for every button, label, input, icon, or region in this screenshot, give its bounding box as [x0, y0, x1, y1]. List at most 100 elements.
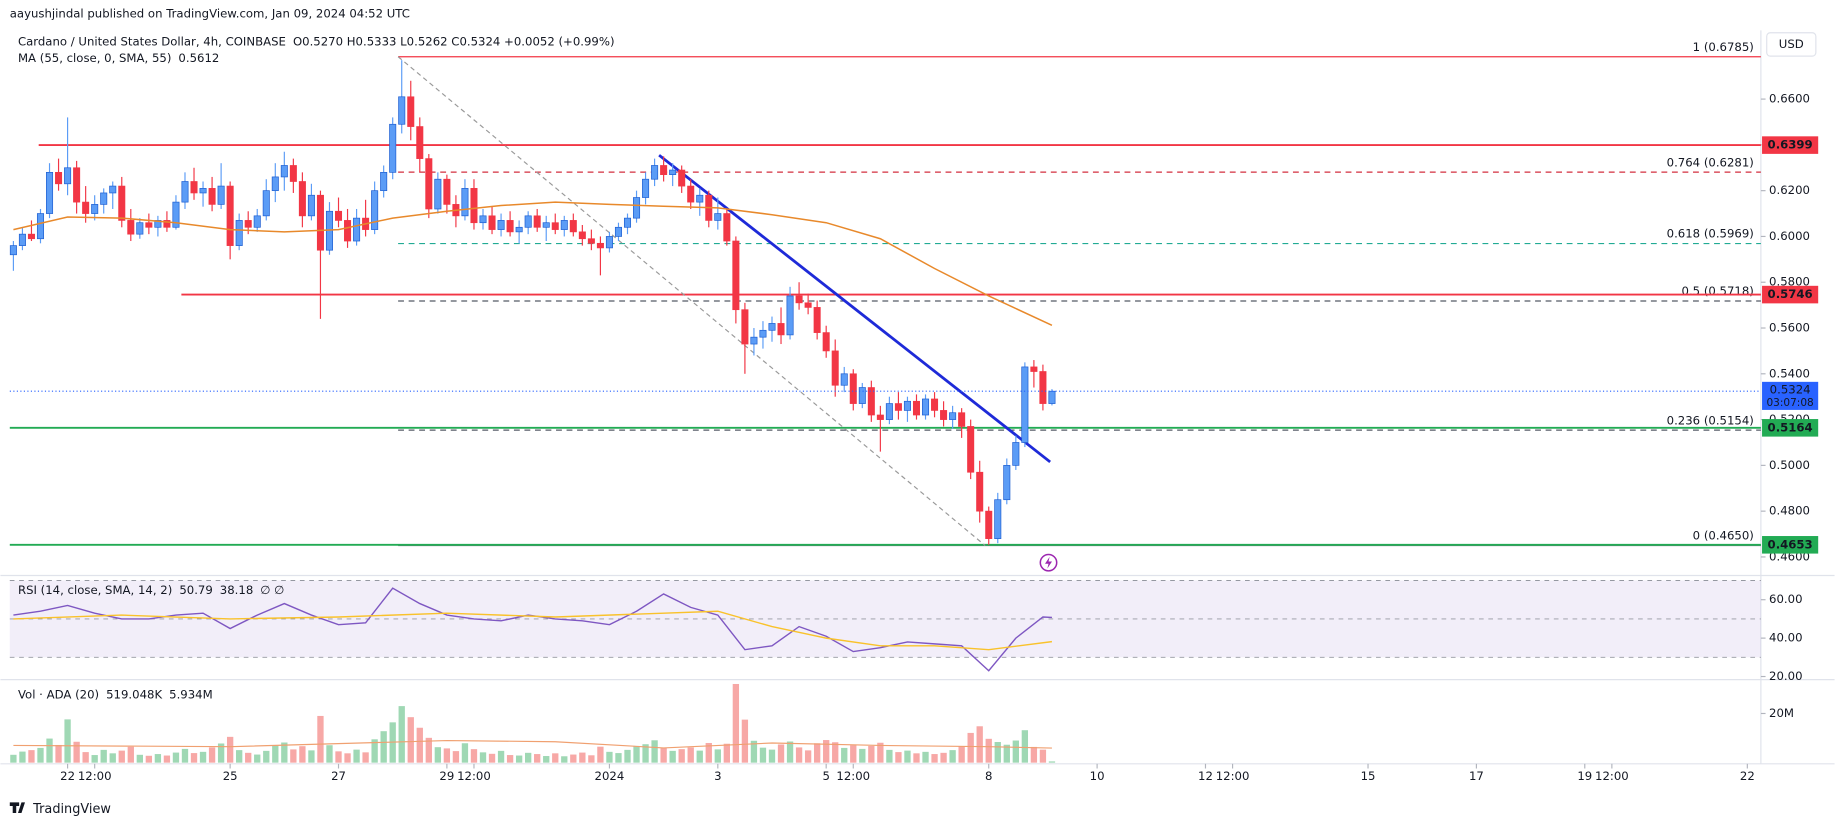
level-label-box — [1762, 136, 1819, 154]
volume-bar — [452, 751, 460, 763]
volume-bar — [886, 749, 893, 763]
candle-body — [633, 197, 641, 219]
volume-bar — [922, 751, 929, 763]
volume-bar — [145, 755, 153, 763]
volume-bar — [19, 751, 26, 763]
candle-body — [687, 185, 695, 203]
y-tick-label: 60.00 — [1769, 592, 1802, 606]
candle-body — [46, 171, 54, 214]
y-tick-label: 40.00 — [1769, 631, 1802, 645]
volume-bar — [64, 719, 71, 763]
candle-body — [172, 201, 180, 228]
candle-body — [840, 373, 848, 386]
candle-body — [542, 222, 550, 228]
volume-bar — [994, 742, 1001, 763]
volume-bar — [181, 748, 189, 763]
level-label: 0.4653 — [1768, 537, 1813, 551]
candle-body — [867, 387, 875, 416]
brand-name: TradingView — [32, 802, 111, 817]
candle-body — [533, 215, 541, 228]
volume-bar — [190, 753, 198, 763]
currency-button[interactable] — [1766, 32, 1817, 57]
candle-body — [407, 96, 415, 127]
volume-bar — [127, 746, 134, 763]
volume-bar — [344, 753, 351, 763]
candle-body — [976, 471, 984, 512]
volume-bar — [967, 732, 974, 763]
candle-body — [280, 165, 288, 178]
candle-body — [723, 213, 731, 242]
x-tick-label: 12 — [1198, 769, 1213, 783]
volume-bar — [100, 749, 107, 763]
candle-body — [479, 215, 487, 224]
volume-bar — [624, 749, 631, 763]
ma-legend: MA (55, close, 0, SMA, 55) — [18, 51, 171, 65]
fib-level-label: 0.764 (0.6281) — [1667, 155, 1754, 169]
candle-body — [289, 165, 297, 182]
volume-bar — [217, 743, 225, 763]
volume-bar — [443, 748, 451, 763]
volume-bar — [488, 753, 496, 763]
candle-body — [967, 426, 975, 473]
x-tick-label: 25 — [223, 769, 238, 783]
candle-body — [560, 220, 568, 230]
x-tick-label: 29 — [439, 769, 454, 783]
y-tick-label: 0.5800 — [1769, 275, 1810, 289]
volume-bar — [245, 752, 252, 763]
bar-countdown: 03:07:08 — [1767, 397, 1814, 409]
candle-body — [587, 238, 595, 244]
candle-body — [804, 302, 812, 308]
rsi-extra: ∅ ∅ — [260, 583, 284, 597]
fib-level-label: 1 (0.6785) — [1693, 40, 1754, 54]
candle-body — [461, 188, 469, 217]
volume-bar — [515, 755, 523, 763]
volume-bar — [497, 750, 505, 763]
candle-body — [922, 398, 930, 416]
volume-bar — [263, 750, 270, 763]
candle-body — [398, 96, 406, 125]
candle-body — [118, 185, 126, 221]
volume-bar — [832, 742, 839, 763]
x-tick-label: 2024 — [595, 769, 625, 783]
volume-bar — [172, 752, 180, 763]
candle-body — [344, 220, 352, 242]
volume-bar — [904, 750, 911, 763]
currency-label[interactable]: USD — [1779, 37, 1804, 51]
volume-bar — [534, 754, 541, 763]
level-label-box — [1762, 419, 1819, 437]
candle-body — [416, 126, 424, 159]
x-tick-label: 3 — [714, 769, 721, 783]
candle-body — [985, 510, 993, 539]
x-tick-label: 15 — [1361, 769, 1376, 783]
volume-bar — [28, 750, 35, 763]
volume-bar — [741, 719, 749, 763]
level-label: 0.5746 — [1768, 287, 1813, 301]
candle-body — [732, 240, 740, 311]
volume-bar — [985, 738, 992, 763]
volume-bar — [579, 752, 586, 763]
candle-body — [307, 194, 315, 217]
candle-body — [831, 350, 839, 386]
volume-bar — [317, 715, 324, 763]
volume-bar — [308, 750, 315, 763]
chart-title: Cardano / United States Dollar, 4h, COIN… — [18, 35, 286, 49]
volume-legend: Vol · ADA (20) — [18, 687, 99, 701]
volume-bar — [795, 747, 803, 763]
candle-body — [226, 185, 234, 246]
candle-body — [605, 236, 613, 249]
candle-body — [73, 167, 81, 203]
volume-bar — [362, 752, 369, 763]
volume-bar — [326, 745, 333, 763]
volume-bar — [163, 755, 171, 763]
volume-bar — [859, 748, 866, 763]
volume-bar — [470, 749, 478, 763]
candle-body — [190, 181, 198, 194]
volume-bar — [940, 752, 947, 763]
x-tick-label: 12:00 — [457, 769, 491, 783]
volume-bar — [759, 747, 767, 763]
fib-level-label: 0.236 (0.5154) — [1667, 413, 1754, 427]
x-tick-label: 12:00 — [1216, 769, 1250, 783]
candle-body — [614, 226, 622, 237]
byline: aayushjindal published on TradingView.co… — [10, 7, 410, 21]
candle-body — [551, 222, 559, 230]
